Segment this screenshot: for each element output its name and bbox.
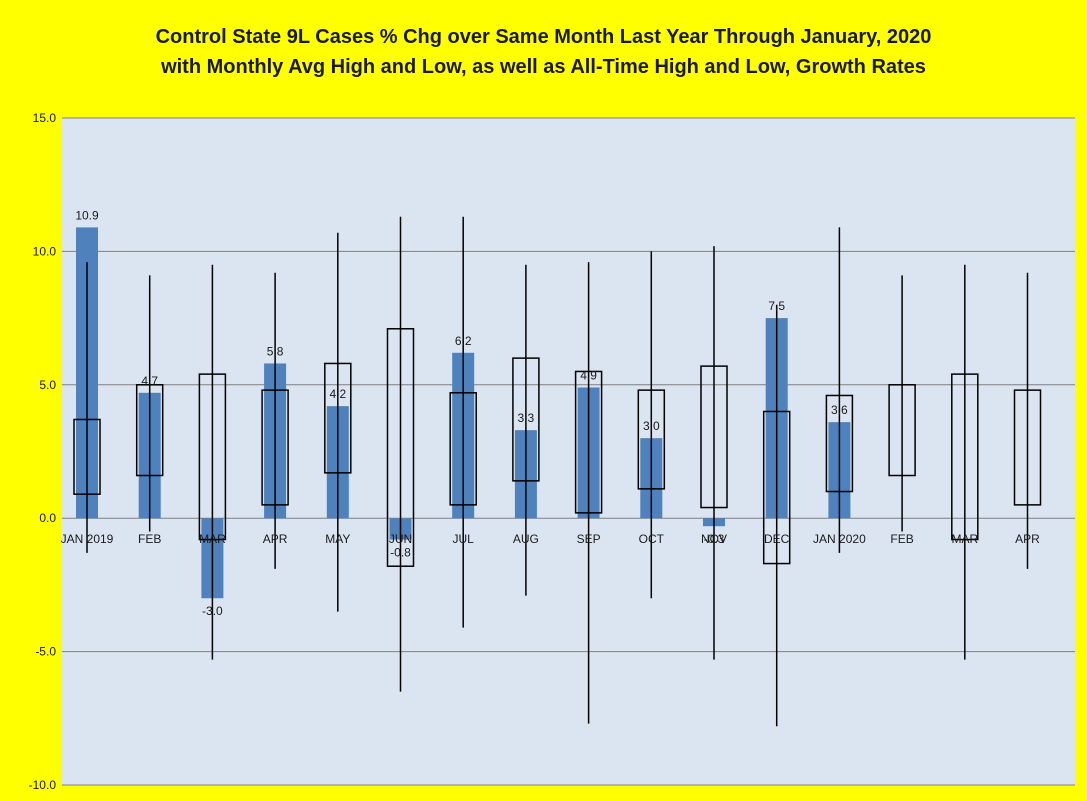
y-tick-label: 15.0 [33, 111, 57, 125]
x-tick-label: JUN [389, 532, 412, 546]
x-tick-label: MAR [199, 532, 226, 546]
data-label: 3.3 [518, 411, 535, 425]
x-tick-label: JAN 2020 [813, 532, 866, 546]
x-tick-label: OCT [639, 532, 665, 546]
y-axis: -10.0 -5.0 0.0 5.0 10.0 15.0 [29, 111, 57, 792]
x-tick-label: JUL [453, 532, 475, 546]
data-label: 10.9 [75, 208, 99, 222]
y-tick-label: 5.0 [39, 378, 56, 392]
x-tick-label: FEB [890, 532, 913, 546]
x-tick-label: JAN 2019 [61, 532, 114, 546]
x-axis-labels: JAN 2019 FEB MAR APR MAY JUN JUL AUG SEP OCT NOV DE… [61, 532, 1041, 546]
data-label: 4.7 [141, 374, 158, 388]
x-tick-label: MAY [325, 532, 350, 546]
x-tick-label: AUG [513, 532, 539, 546]
chart-title-block: Control State 9L Cases % Chg over Same M… [0, 22, 1087, 82]
data-label: 6.2 [455, 334, 472, 348]
x-tick-label: MAR [951, 532, 978, 546]
all-time-range-lines [86, 216, 1029, 727]
data-labels: 10.9 4.7 -3.0 5.8 4.2 -0.8 6.2 3.3 4.9 3.0 -0.3 7.5… [75, 208, 848, 618]
x-tick-label: DEC [764, 532, 790, 546]
data-label: -0.3 [704, 532, 725, 546]
data-label: -3.0 [202, 604, 223, 618]
data-label: 4.9 [580, 368, 597, 382]
chart-subtitle: with Monthly Avg High and Low, as well a… [161, 56, 926, 78]
plot-area [62, 118, 1075, 785]
x-tick-label: NOV [701, 532, 727, 546]
y-tick-label: 10.0 [33, 244, 57, 258]
y-tick-label: -5.0 [35, 645, 56, 659]
x-tick-label: FEB [138, 532, 161, 546]
x-tick-label: APR [1015, 532, 1040, 546]
data-label: 3.6 [831, 403, 848, 417]
data-label: -0.8 [390, 546, 411, 560]
x-tick-label: SEP [577, 532, 601, 546]
data-label: 5.8 [267, 344, 284, 358]
x-tick-label: APR [263, 532, 288, 546]
data-label: 3.0 [643, 419, 660, 433]
data-label: 4.2 [329, 387, 346, 401]
y-tick-label: 0.0 [39, 511, 56, 525]
data-label: 7.5 [768, 299, 785, 313]
gridlines [62, 117, 1075, 786]
y-tick-label: -10.0 [29, 778, 57, 792]
chart-title: Control State 9L Cases % Chg over Same M… [155, 26, 932, 48]
